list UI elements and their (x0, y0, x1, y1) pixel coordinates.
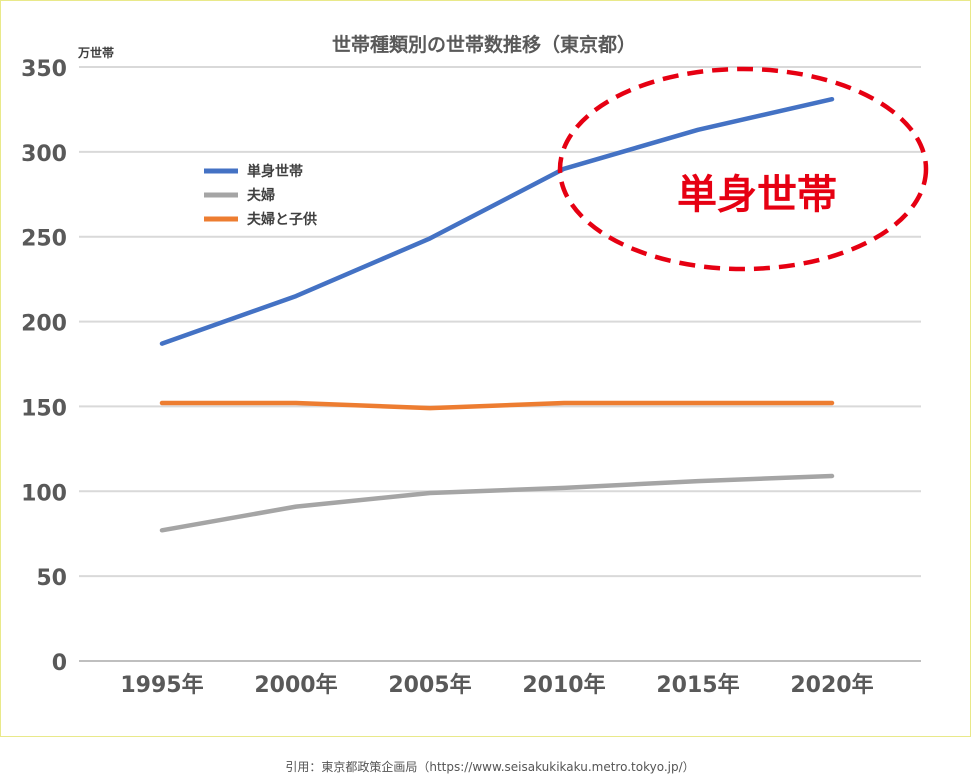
x-tick-label: 2000年 (254, 672, 337, 698)
annotation-label: 単身世帯 (677, 172, 837, 218)
highlight-ellipse (557, 66, 929, 272)
x-tick-label: 2020年 (790, 672, 873, 698)
y-tick-label: 50 (36, 566, 67, 591)
y-tick-label: 300 (21, 142, 67, 167)
y-tick-label: 0 (52, 651, 67, 676)
y-tick-label: 200 (21, 312, 67, 337)
chart-title: 世帯種類別の世帯数推移（東京都） (332, 33, 636, 56)
legend-label: 単身世帯 (247, 163, 303, 180)
x-tick-label: 2015年 (656, 672, 739, 698)
x-tick-label: 2005年 (388, 672, 471, 698)
legend-label: 夫婦 (247, 187, 275, 204)
series-line (159, 96, 835, 346)
series-line (159, 400, 835, 411)
legend-label: 夫婦と子供 (247, 211, 317, 228)
series-line (159, 473, 835, 533)
x-tick-label: 1995年 (120, 672, 203, 698)
y-axis-unit-label: 万世帯 (77, 45, 114, 60)
y-tick-label: 150 (21, 396, 67, 421)
y-tick-label: 350 (21, 57, 67, 82)
chart-svg: 世帯種類別の世帯数推移（東京都） 万世帯 0 50 100 150 200 250 300 3… (21, 33, 929, 698)
y-tick-label: 100 (21, 481, 67, 506)
y-tick-label: 250 (21, 227, 67, 252)
x-tick-label: 2010年 (522, 672, 605, 698)
chart-frame: 世帯種類別の世帯数推移（東京都） 万世帯 0 50 100 150 200 250 300 3… (0, 0, 971, 737)
source-citation: 引用：東京都政策企画局（https://www.seisakukikaku.me… (285, 760, 695, 774)
